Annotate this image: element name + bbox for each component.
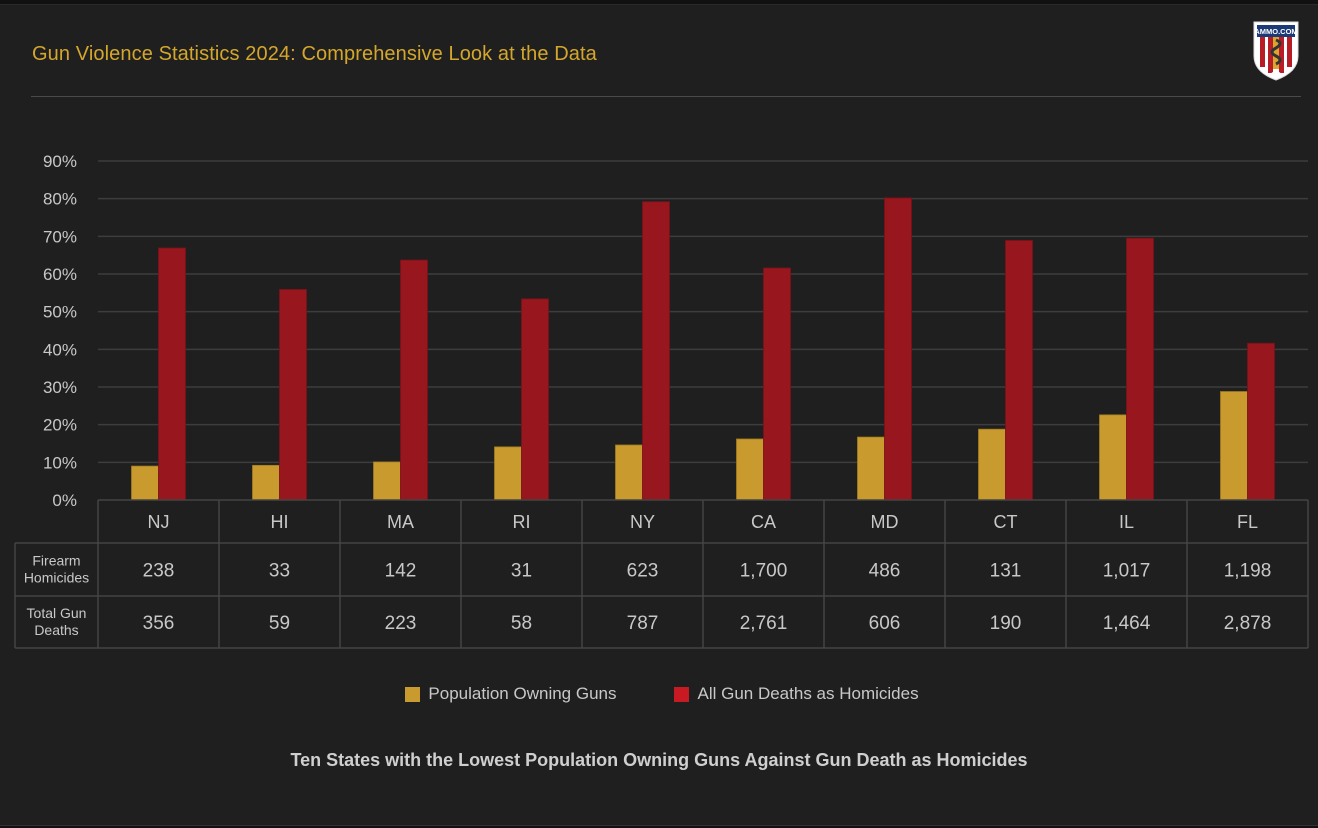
bar-population-owning-guns [736,438,764,501]
x-category-label: NY [630,512,655,532]
bar-gun-deaths-homicides [642,201,670,501]
table-cell: 606 [869,613,901,634]
bar-gun-deaths-homicides [1126,237,1154,501]
y-tick-label: 90% [43,152,77,171]
bar-population-owning-guns [1220,391,1248,501]
table-cell: 142 [385,561,417,582]
table-cell: 59 [269,613,290,634]
page-title: Gun Violence Statistics 2024: Comprehens… [32,43,597,65]
table-cell: 2,761 [740,613,788,634]
table-row-label: Total Gun [27,605,87,621]
bar-population-owning-guns [131,465,159,501]
y-tick-label: 20% [43,416,77,435]
frame-bottom-border [0,825,1318,826]
x-category-label: MA [387,512,414,532]
chart-caption: Ten States with the Lowest Population Ow… [290,750,1028,770]
table-cell: 787 [627,613,659,634]
x-category-label: FL [1237,512,1258,532]
legend: Population Owning Guns All Gun Deaths as… [0,684,1318,704]
bar-gun-deaths-homicides [763,267,791,501]
table-cell: 223 [385,613,417,634]
x-category-label: RI [513,512,531,532]
x-category-label: HI [271,512,289,532]
bar-gun-deaths-homicides [400,259,428,501]
table-cell: 58 [511,613,532,634]
table-cell: 190 [990,613,1022,634]
table-cell: 1,464 [1103,613,1151,634]
table-cell: 2,878 [1224,613,1272,634]
table-cell: 238 [143,561,175,582]
y-tick-label: 60% [43,265,77,284]
title-divider [31,96,1301,97]
logo-text: AMMO.COM [1254,27,1297,36]
bar-gun-deaths-homicides [1005,240,1033,501]
y-tick-label: 10% [43,453,77,472]
y-tick-label: 70% [43,227,77,246]
bar-population-owning-guns [373,461,401,501]
table-cell: 623 [627,561,659,582]
table-cell: 131 [990,561,1022,582]
legend-item-population-owning-guns[interactable]: Population Owning Guns [405,684,616,704]
y-axis-ticks: 0% 10% 20% 30% 40% 50% 60% 70% 80% 90% [43,152,77,510]
ammo-com-logo-icon: AMMO.COM [1253,21,1299,81]
y-tick-label: 80% [43,190,77,209]
legend-item-gun-deaths-homicides[interactable]: All Gun Deaths as Homicides [674,684,919,704]
table-cell: 486 [869,561,901,582]
bar-population-owning-guns [252,464,280,501]
bar-chart: 0% 10% 20% 30% 40% 50% 60% 70% 80% 90% NJ HI MA RI NY… [14,152,1309,649]
table-row-label: Homicides [24,570,89,586]
bar-population-owning-guns [857,436,885,501]
x-category-label: CT [994,512,1018,532]
bar-gun-deaths-homicides [884,197,912,501]
x-category-label: CA [751,512,776,532]
x-category-label: MD [871,512,899,532]
y-tick-label: 0% [52,491,77,510]
bar-gun-deaths-homicides [279,289,307,501]
table-cell: 33 [269,561,290,582]
legend-swatch-red [674,686,690,702]
legend-label: All Gun Deaths as Homicides [697,684,919,703]
table-row-label: Firearm [32,553,80,569]
x-category-label: IL [1119,512,1134,532]
y-tick-label: 40% [43,340,77,359]
bar-gun-deaths-homicides [158,247,186,501]
bar-gun-deaths-homicides [1247,342,1275,501]
legend-swatch-gold [405,686,421,702]
table-cell: 1,017 [1103,561,1151,582]
bar-population-owning-guns [978,428,1006,501]
table-row-label: Deaths [34,622,78,638]
bar-population-owning-guns [494,446,522,501]
table-cell: 1,198 [1224,561,1272,582]
table-cell: 356 [143,613,175,634]
bar-population-owning-guns [615,444,643,501]
y-tick-label: 50% [43,303,77,322]
bar-gun-deaths-homicides [521,298,549,501]
y-tick-label: 30% [43,378,77,397]
table-cell: 1,700 [740,561,788,582]
bar-population-owning-guns [1099,414,1127,501]
legend-label: Population Owning Guns [428,684,617,703]
bars [131,197,1275,501]
table-cell: 31 [511,561,532,582]
x-category-label: NJ [148,512,170,532]
